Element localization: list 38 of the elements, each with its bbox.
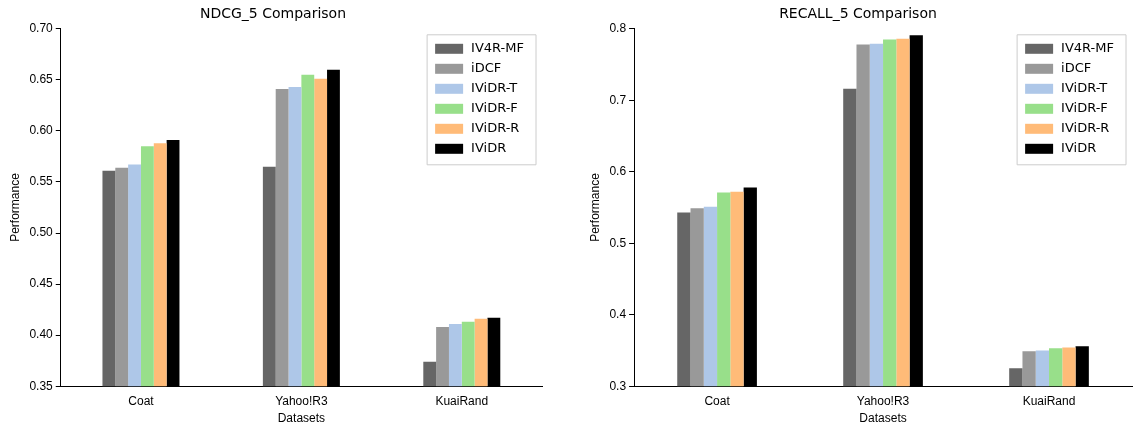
x-tick-label: Coat <box>704 393 731 408</box>
chart-title: RECALL_5 Comparison <box>779 5 937 22</box>
y-tick-label: 0.45 <box>29 276 54 291</box>
y-tick-label: 0.4 <box>609 307 627 322</box>
y-tick-label: 0.60 <box>29 123 54 138</box>
legend-label: IV4R-MF <box>471 40 524 56</box>
legend-label: IViDR-R <box>471 120 520 136</box>
y-tick-label: 0.65 <box>29 72 54 87</box>
legend-label: IViDR-T <box>1061 80 1108 96</box>
legend-label: IViDR-F <box>1061 100 1108 116</box>
y-tick-label: 0.50 <box>29 225 54 240</box>
legend-label: IViDR-R <box>1061 120 1110 136</box>
y-tick-label: 0.70 <box>29 21 54 36</box>
x-tick-label: KuaiRand <box>435 393 489 408</box>
y-tick-label: 0.5 <box>609 235 627 250</box>
x-tick-label: KuaiRand <box>1022 393 1076 408</box>
legend-label: IViDR-T <box>471 80 518 96</box>
y-tick-label: 0.3 <box>609 378 627 393</box>
legend-label: iDCF <box>1061 60 1092 76</box>
y-axis-title: Performance <box>7 172 22 242</box>
y-tick-label: 0.40 <box>29 327 54 342</box>
legend-label: IViDR <box>1061 140 1097 156</box>
chart-title: NDCG_5 Comparison <box>199 5 347 22</box>
legend-label: iDCF <box>471 60 502 76</box>
y-tick-label: 0.35 <box>29 378 54 393</box>
x-tick-label: Yahoo!R3 <box>856 393 910 408</box>
y-tick-label: 0.7 <box>609 92 627 107</box>
legend-label: IViDR-F <box>471 100 518 116</box>
y-tick-label: 0.8 <box>609 21 627 36</box>
y-axis-title: Performance <box>587 172 602 242</box>
y-tick-label: 0.55 <box>29 174 54 189</box>
x-axis-title: Datasets <box>859 411 907 426</box>
x-tick-label: Coat <box>128 393 155 408</box>
legend-label: IViDR <box>471 140 507 156</box>
x-axis-title: Datasets <box>277 411 326 426</box>
legend-label: IV4R-MF <box>1061 40 1114 56</box>
y-tick-label: 0.6 <box>609 164 627 179</box>
x-tick-label: Yahoo!R3 <box>275 393 328 408</box>
